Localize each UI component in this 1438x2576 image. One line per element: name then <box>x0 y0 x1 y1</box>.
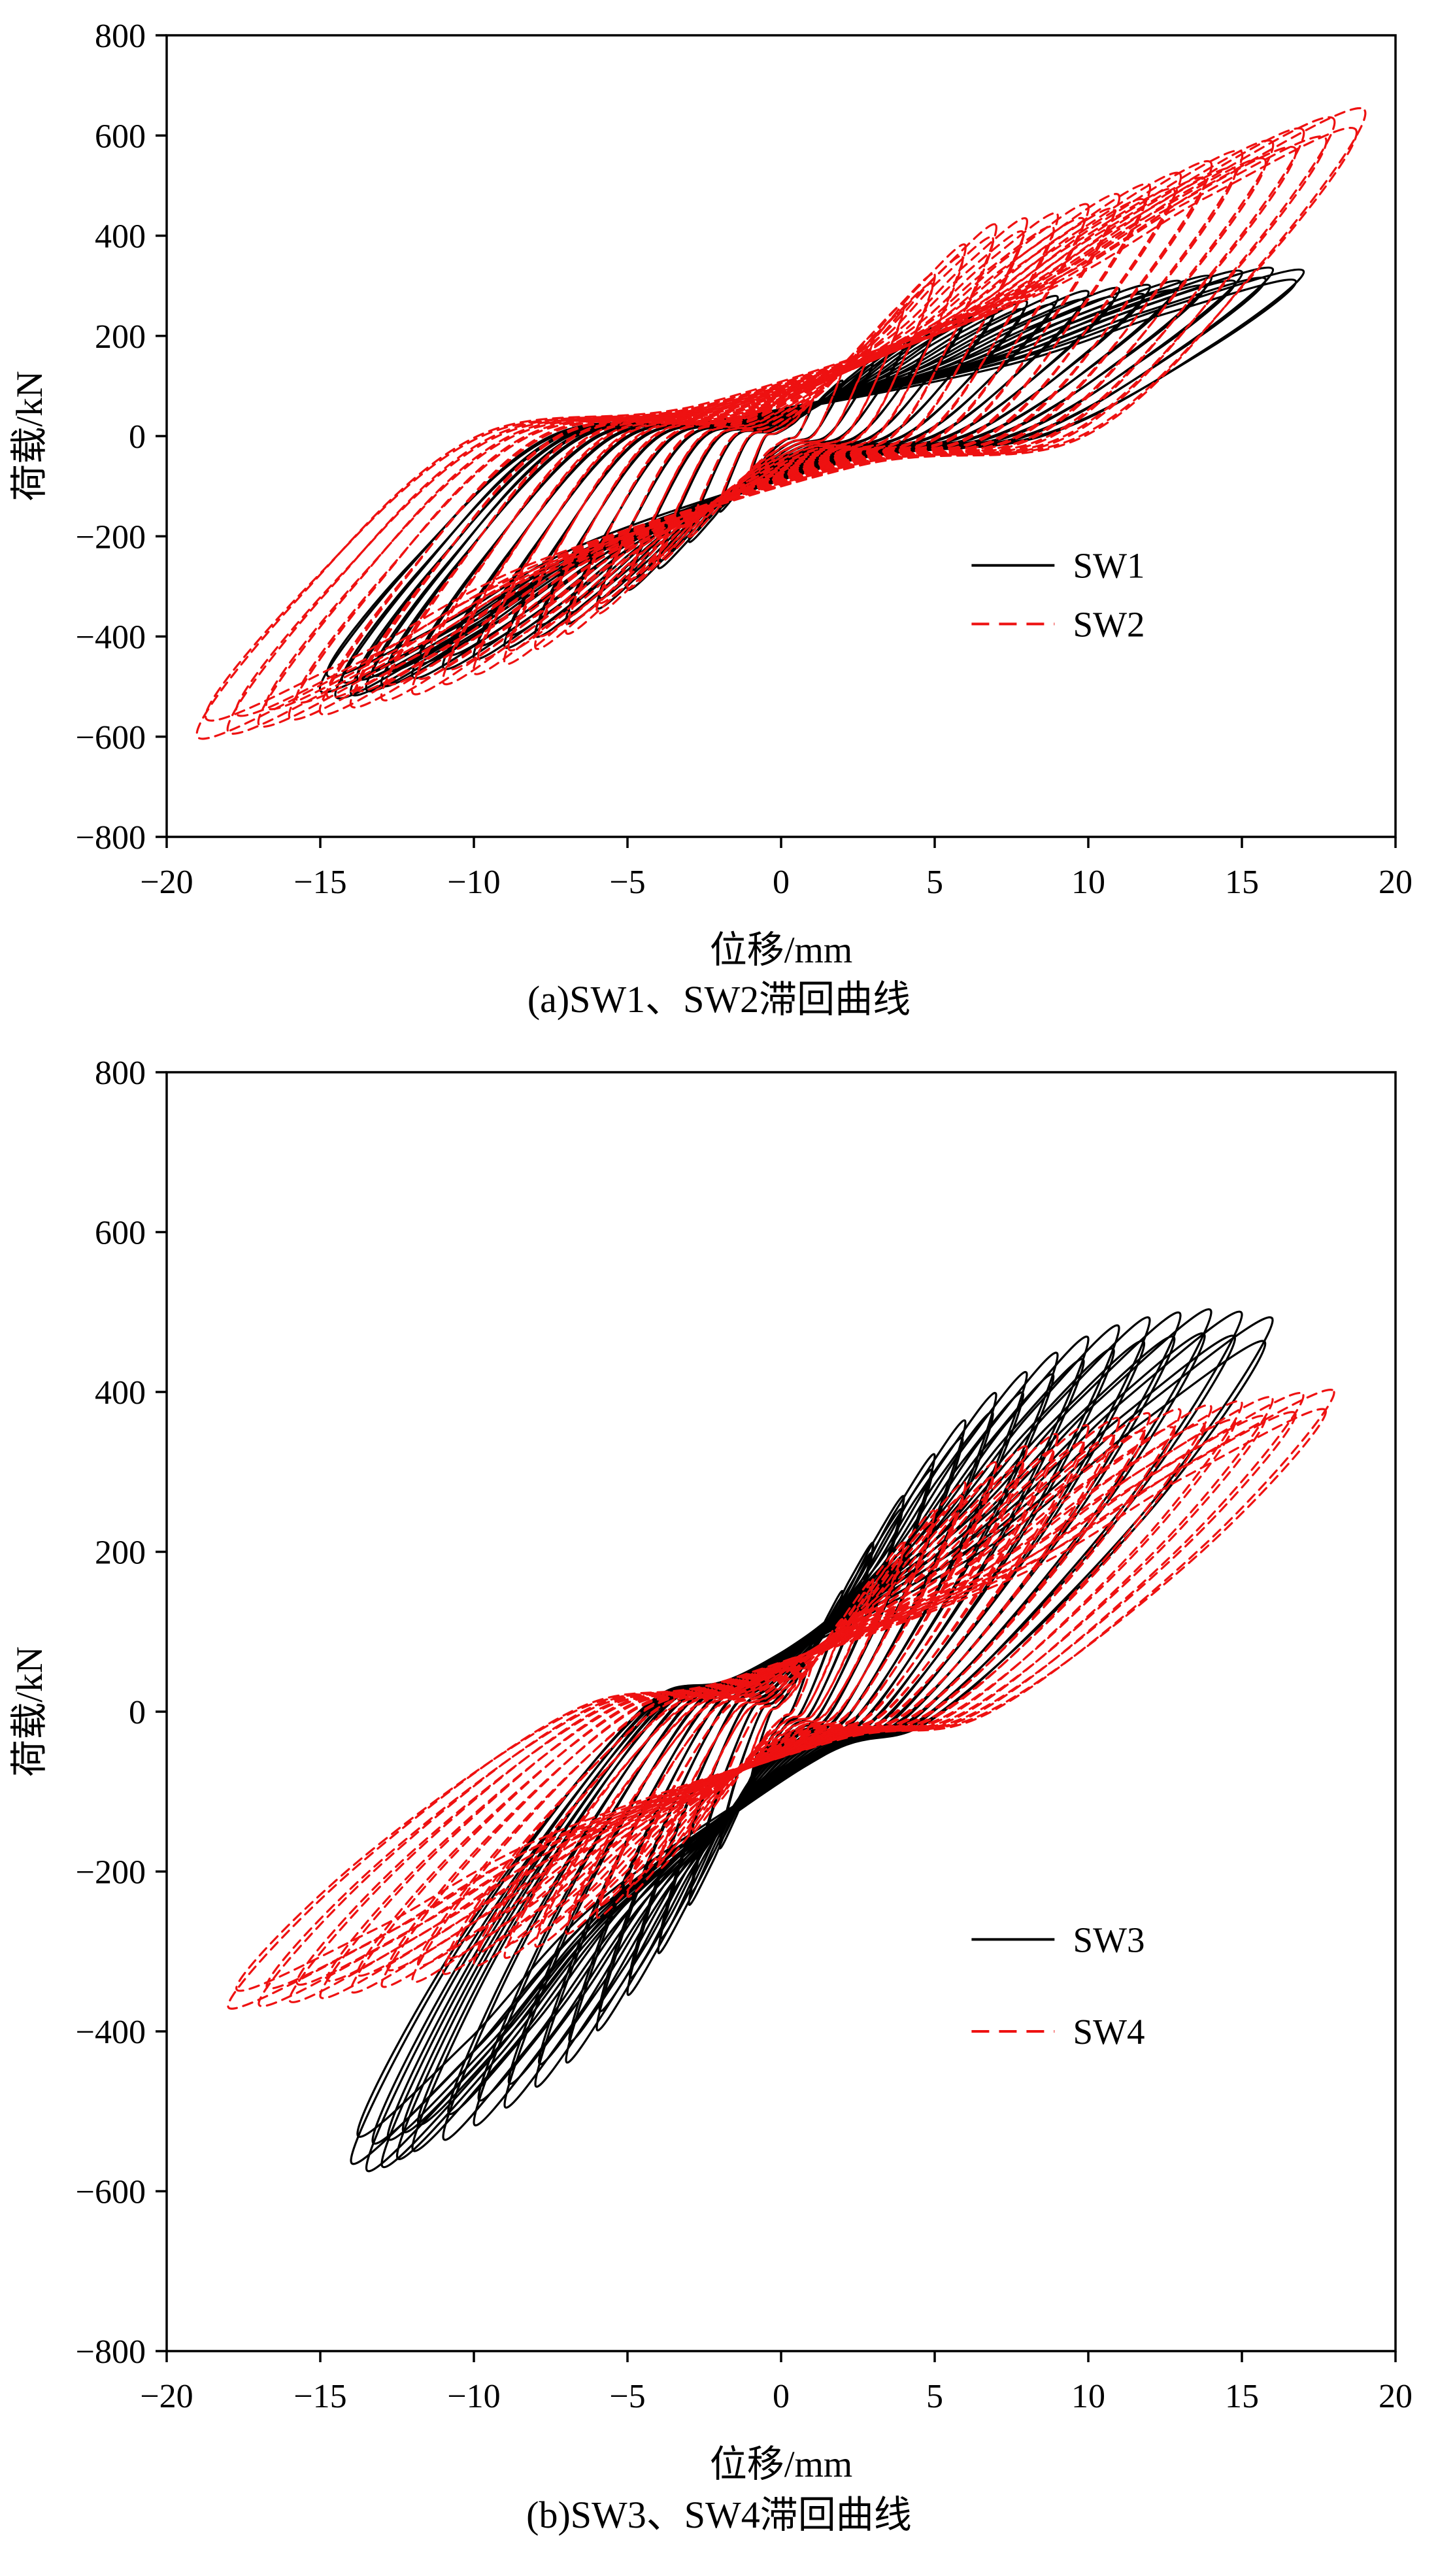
hysteresis-loop <box>288 1395 1274 2003</box>
axes: −20 −15 −10 −5 0 5 10 15 20 −800 −600 −400 −200 0 200 4… <box>9 18 1413 971</box>
hysteresis-loop <box>227 1388 1335 2010</box>
x-tick-label: 20 <box>1379 2378 1413 2415</box>
legend-label-SW4: SW4 <box>1073 2012 1145 2052</box>
y-tick-label: 600 <box>95 1214 146 1251</box>
hysteresis-chart-b: −20 −15 −10 −5 0 5 10 15 20 −800 −600 −400 −200 0 200 4… <box>9 1055 1413 2485</box>
x-axis-label: 位移/mm <box>710 2444 853 2485</box>
hysteresis-loop <box>447 1347 1115 2115</box>
hysteresis-loop <box>226 116 1336 735</box>
hysteresis-loop <box>356 1340 1267 2138</box>
x-tick-label: −10 <box>447 2378 500 2415</box>
legend-label-SW1: SW1 <box>1073 546 1145 586</box>
hysteresis-loop <box>534 217 1028 651</box>
hysteresis-loop <box>628 282 934 581</box>
hysteresis-loop <box>507 1449 1055 1944</box>
hysteresis-loop <box>386 187 1176 686</box>
x-tick-label: 0 <box>773 864 790 901</box>
legend-label-SW3: SW3 <box>1073 1920 1145 1959</box>
y-tick-label: −600 <box>76 2173 146 2211</box>
y-tick-label: −800 <box>76 2333 146 2371</box>
hysteresis-loop <box>718 1618 844 1801</box>
y-tick-label: −800 <box>76 819 146 856</box>
hysteresis-loop <box>689 1551 873 1894</box>
x-tick-label: −20 <box>140 2378 193 2415</box>
y-tick-label: 800 <box>95 1055 146 1092</box>
caption-b: (b)SW3、SW4滞回曲线 <box>526 2493 912 2536</box>
hysteresis-loop <box>356 1422 1206 1976</box>
hysteresis-loop <box>503 1432 1059 1959</box>
hysteresis-loop <box>503 212 1059 666</box>
y-tick-label: −200 <box>76 1854 146 1891</box>
y-tick-label: −600 <box>76 719 146 756</box>
hysteresis-loop <box>386 1426 1176 1971</box>
hysteresis-loop <box>565 223 997 635</box>
series-SW2 <box>195 107 1367 740</box>
x-tick-label: 5 <box>926 864 943 901</box>
y-tick-label: 800 <box>95 18 146 55</box>
x-tick-label: −15 <box>293 864 346 901</box>
y-axis-label: 荷载/kN <box>9 1646 50 1777</box>
x-tick-label: −5 <box>609 2378 645 2415</box>
x-tick-label: −5 <box>609 864 645 901</box>
hysteresis-loop <box>326 1418 1236 1982</box>
x-tick-label: 5 <box>926 2378 943 2415</box>
y-tick-label: 600 <box>95 118 146 155</box>
y-tick-label: −400 <box>76 619 146 656</box>
hysteresis-loop <box>380 1408 1182 1988</box>
y-tick-label: −400 <box>76 2014 146 2051</box>
hysteresis-loop <box>595 1481 967 1919</box>
y-tick-label: 0 <box>129 1694 146 1731</box>
hysteresis-loop <box>195 107 1367 740</box>
hysteresis-loop <box>265 1410 1297 1990</box>
x-axis-label: 位移/mm <box>710 930 853 971</box>
series-SW4 <box>227 1388 1335 2010</box>
hysteresis-loop <box>538 1461 1024 1933</box>
legend-label-SW2: SW2 <box>1073 604 1145 644</box>
x-tick-label: 10 <box>1071 864 1105 901</box>
hysteresis-loop <box>295 1414 1267 1986</box>
hysteresis-loop <box>534 1445 1028 1948</box>
y-axis-label: 荷载/kN <box>9 371 50 501</box>
hysteresis-loop <box>441 193 1121 685</box>
y-tick-label: 400 <box>95 1374 146 1412</box>
x-tick-label: 15 <box>1225 864 1259 901</box>
hysteresis-loop <box>750 401 812 471</box>
hysteresis-chart-a: −20 −15 −10 −5 0 5 10 15 20 −800 −600 −400 −200 0 200 4… <box>9 18 1413 971</box>
hysteresis-loop <box>204 126 1358 722</box>
hysteresis-loop <box>689 340 873 532</box>
hysteresis-loop <box>258 1391 1305 2007</box>
hysteresis-loop <box>750 1665 812 1758</box>
hysteresis-loop <box>235 135 1328 717</box>
hysteresis-loop <box>411 1412 1151 1983</box>
x-tick-label: 15 <box>1225 2378 1259 2415</box>
hysteresis-loop <box>295 157 1267 704</box>
axes: −20 −15 −10 −5 0 5 10 15 20 −800 −600 −400 −200 0 200 4… <box>9 1055 1413 2485</box>
hysteresis-loop <box>447 1434 1115 1959</box>
x-tick-label: 10 <box>1071 2378 1105 2415</box>
hysteresis-loop <box>235 1408 1327 1992</box>
y-tick-label: 200 <box>95 1534 146 1571</box>
x-tick-label: −20 <box>140 864 193 901</box>
y-tick-label: 200 <box>95 318 146 356</box>
caption-a: (a)SW1、SW2滞回曲线 <box>527 978 911 1021</box>
y-tick-label: 0 <box>129 418 146 456</box>
figure-a: −20 −15 −10 −5 0 5 10 15 20 −800 −600 −400 −200 0 200 4… <box>0 8 1438 1023</box>
hysteresis-loop <box>446 207 1116 671</box>
hysteresis-loop <box>568 1476 994 1922</box>
x-tick-label: −10 <box>447 864 500 901</box>
x-tick-label: 0 <box>773 2378 790 2415</box>
x-tick-label: 20 <box>1379 864 1413 901</box>
legend: SW3 SW4 <box>971 1920 1145 2052</box>
x-tick-label: −15 <box>293 2378 346 2415</box>
figure-b: −20 −15 −10 −5 0 5 10 15 20 −800 −600 −400 −200 0 200 4… <box>0 1041 1438 2538</box>
y-tick-label: −200 <box>76 518 146 556</box>
hysteresis-loop <box>319 1399 1243 1999</box>
y-tick-label: 400 <box>95 218 146 256</box>
